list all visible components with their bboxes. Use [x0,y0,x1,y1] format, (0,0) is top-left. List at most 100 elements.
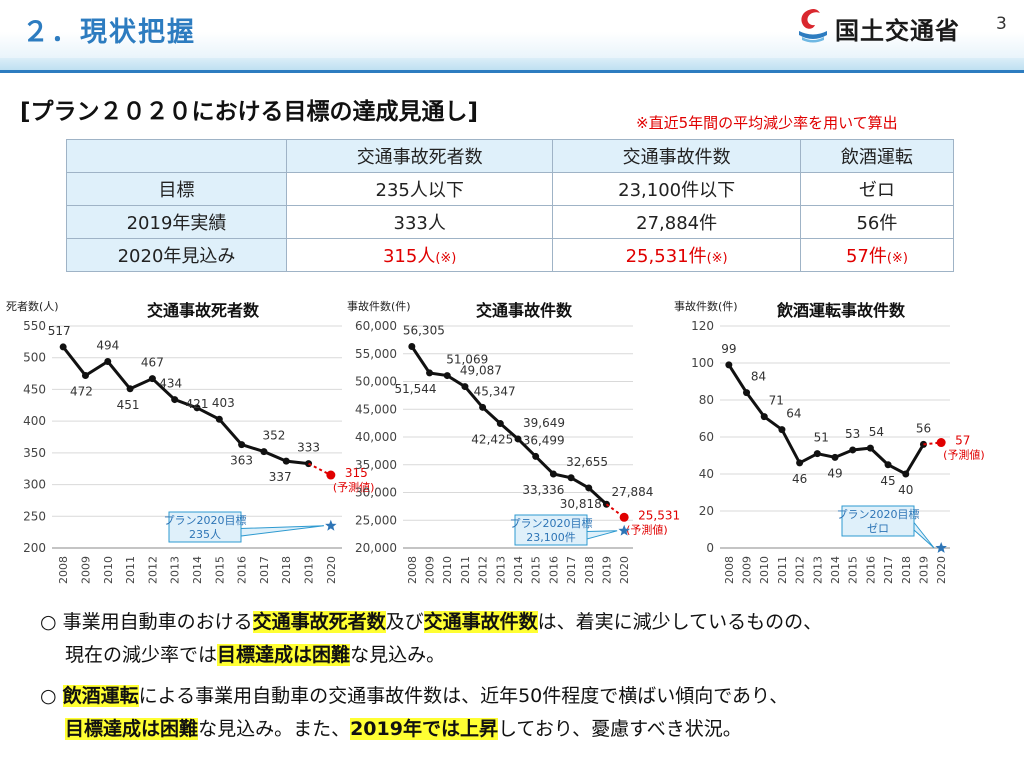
ministry-logo: 国土交通省 [795,6,995,46]
x-tick-label: 2010 [102,556,115,584]
data-label: 472 [70,384,93,398]
x-tick-label: 2017 [565,556,578,584]
data-point [760,413,768,421]
data-point [831,453,839,461]
data-label: 51,544 [395,382,437,396]
data-label: 467 [141,356,164,370]
table-cell: 235人以下 [285,172,554,206]
table-cell: 333人 [285,205,554,239]
page-title: ２．現状把握 [22,17,196,48]
data-point [585,484,593,492]
target-callout-value: 235人 [189,528,221,541]
data-label: 45 [880,474,895,488]
highlighted-text: 2019年では上昇 [350,718,498,740]
header-bar: ２．現状把握 国土交通省 3 [0,0,1024,58]
ministry-emblem-icon [799,9,827,43]
chart-title: 交通事故死者数 [147,301,260,320]
x-tick-label: 2014 [512,556,525,584]
y-tick-label: 120 [691,319,714,333]
y-tick-label: 200 [23,541,46,555]
table-cell: 56件 [799,205,955,239]
data-label: 33,336 [522,483,564,497]
forecast-sublabel: (予測値) [333,480,375,494]
y-tick-label: 35,000 [355,458,397,472]
data-point [461,383,469,391]
y-tick-label: 25,000 [355,513,397,527]
target-callout-pointer [586,530,618,540]
x-tick-label: 2020 [325,556,338,584]
y-tick-label: 45,000 [355,402,397,416]
target-callout-pointer [913,521,935,549]
data-label: 27,884 [611,485,653,499]
data-point [59,343,67,351]
data-label: 337 [269,470,292,484]
highlighted-text: 交通事故件数 [423,611,538,633]
goals-table: 交通事故死者数 交通事故件数 飲酒運転 目標 235人以下 23,100件以下 … [66,139,955,272]
data-point [215,415,223,423]
target-callout-title: プラン2020目標 [510,516,593,530]
x-tick-label: 2017 [882,556,895,584]
x-tick-label: 2008 [406,556,419,584]
forecast-label: 315 [345,466,368,480]
accidents-chart: 交通事故件数 事故件数(件) 20,000 25,000 30,000 35,000 40,… [347,299,680,584]
table-cell-forecast: 57件(※) [799,238,955,272]
y-axis-label: 事故件数(件) [674,299,738,313]
data-label: 71 [769,394,784,408]
table-cell-forecast: 25,531件(※) [552,238,801,272]
x-tick-label: 2011 [124,556,137,584]
highlighted-text: 飲酒運転 [62,685,139,707]
table-col-header: 交通事故死者数 [285,139,554,173]
data-label: 517 [48,324,71,338]
target-callout-box [841,505,915,537]
data-point [104,358,112,366]
x-tick-label: 2009 [424,556,437,584]
y-axis-label: 事故件数(件) [347,299,411,313]
x-tick-label: 2010 [441,556,454,584]
x-tick-label: 2008 [723,556,736,584]
y-tick-label: 300 [23,478,46,492]
series-line [61,346,309,466]
x-tick-label: 2020 [618,556,631,584]
y-tick-label: 40 [699,467,714,481]
data-point [743,389,751,397]
fatalities-chart: 交通事故死者数 死者数(人) 200 250 300 350 400 450 500 550 200… [6,300,374,584]
data-label: 494 [96,339,119,353]
x-tick-label: 2016 [864,556,877,584]
bullet-text: な見込み。 [350,644,446,666]
bullet-text: による事業用自動車の交通事故件数は、近年50件程度で横ばい傾向であり、 [138,685,789,707]
table-corner-cell [66,139,287,173]
forecast-label: 25,531 [638,508,680,522]
y-tick-label: 550 [23,319,46,333]
data-point [849,446,857,454]
data-point [148,375,156,383]
forecast-value: 57件 [845,246,887,267]
y-tick-label: 0 [706,541,714,555]
data-point [567,474,575,482]
data-label: 363 [230,454,253,468]
summary-bullet: ○ 事業用自動車のおける交通事故死者数及び交通事故件数は、着実に減少しているもの… [40,606,1015,672]
summary-bullets: ○ 事業用自動車のおける交通事故死者数及び交通事故件数は、着実に減少しているもの… [40,606,1015,754]
data-label: 434 [159,377,182,391]
forecast-point [619,512,629,522]
data-point [813,450,821,458]
y-tick-label: 50,000 [355,375,397,389]
data-label: 40 [898,483,913,497]
x-tick-label: 2012 [794,556,807,584]
x-tick-label: 2015 [847,556,860,584]
y-tick-label: 60 [699,430,714,444]
y-tick-label: 350 [23,446,46,460]
data-label: 39,649 [523,416,565,430]
table-row-label: 2020年見込み [66,238,287,272]
data-point [902,470,910,478]
y-tick-label: 55,000 [355,347,397,361]
target-callout-value: 23,100件 [526,531,576,544]
y-tick-label: 400 [23,414,46,428]
data-label: 421 [186,397,209,411]
data-point [426,369,434,377]
data-point [443,372,451,380]
target-callout-title: プラン2020目標 [837,507,920,521]
x-tick-label: 2018 [583,556,596,584]
header-band [0,58,1024,70]
data-label: 403 [212,396,235,410]
y-tick-label: 30,000 [355,486,397,500]
